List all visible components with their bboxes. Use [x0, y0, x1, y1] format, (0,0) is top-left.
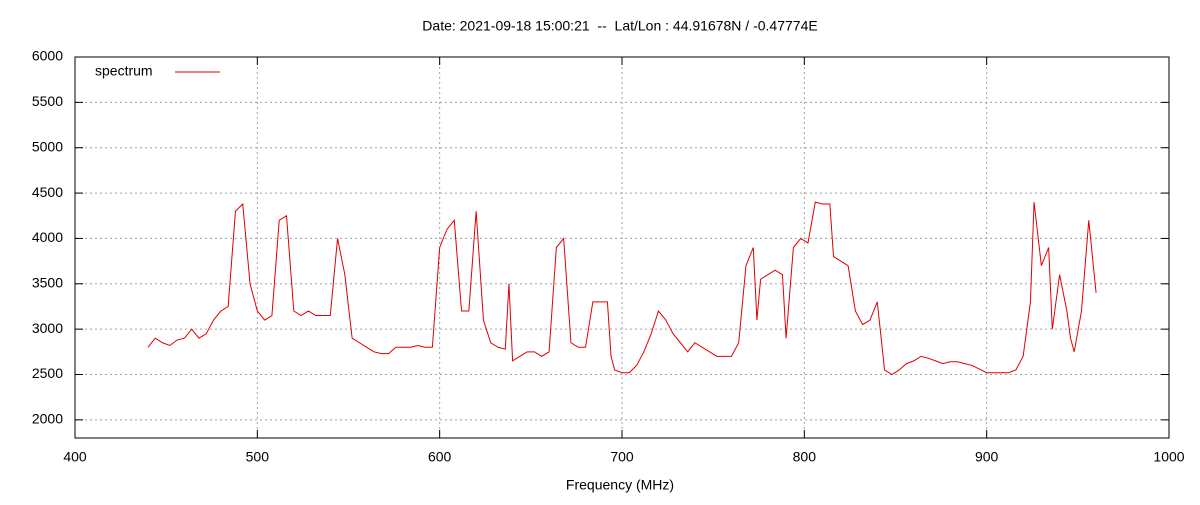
y-tick-label: 4000 — [32, 229, 63, 245]
y-tick-label: 4500 — [32, 184, 63, 200]
x-axis-label: Frequency (MHz) — [566, 477, 674, 493]
x-tick-label: 500 — [246, 449, 270, 465]
x-tick-label: 900 — [975, 449, 999, 465]
x-tick-label: 400 — [63, 449, 87, 465]
spectrum-line — [147, 201, 1097, 376]
y-tick-label: 3500 — [32, 274, 63, 290]
y-tick-label: 5500 — [32, 93, 63, 109]
y-tick-label: 2000 — [32, 411, 63, 427]
x-tick-label: 700 — [610, 449, 634, 465]
x-tick-label: 800 — [793, 449, 817, 465]
y-tick-label: 5000 — [32, 138, 63, 154]
chart-title: Date: 2021-09-18 15:00:21 -- Lat/Lon : 4… — [422, 18, 817, 34]
legend-label: spectrum — [95, 63, 153, 79]
y-tick-label: 2500 — [32, 365, 63, 381]
x-tick-label: 600 — [428, 449, 452, 465]
y-tick-label: 6000 — [32, 48, 63, 64]
y-tick-label: 3000 — [32, 320, 63, 336]
x-tick-label: 1000 — [1153, 449, 1184, 465]
plot-frame — [74, 56, 1170, 439]
